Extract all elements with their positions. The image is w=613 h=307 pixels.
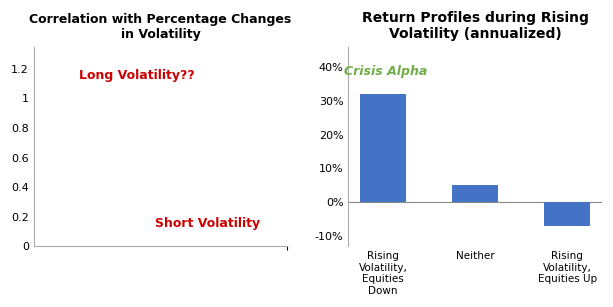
Bar bbox=[452, 185, 498, 202]
Bar bbox=[360, 94, 406, 202]
Text: Long Volatility??: Long Volatility?? bbox=[79, 69, 195, 82]
Title: Correlation with Percentage Changes
in Volatility: Correlation with Percentage Changes in V… bbox=[29, 13, 292, 41]
Bar bbox=[544, 202, 590, 226]
Text: Crisis Alpha: Crisis Alpha bbox=[345, 65, 427, 78]
Text: Short Volatility: Short Volatility bbox=[155, 217, 261, 230]
Title: Return Profiles during Rising
Volatility (annualized): Return Profiles during Rising Volatility… bbox=[362, 11, 588, 41]
